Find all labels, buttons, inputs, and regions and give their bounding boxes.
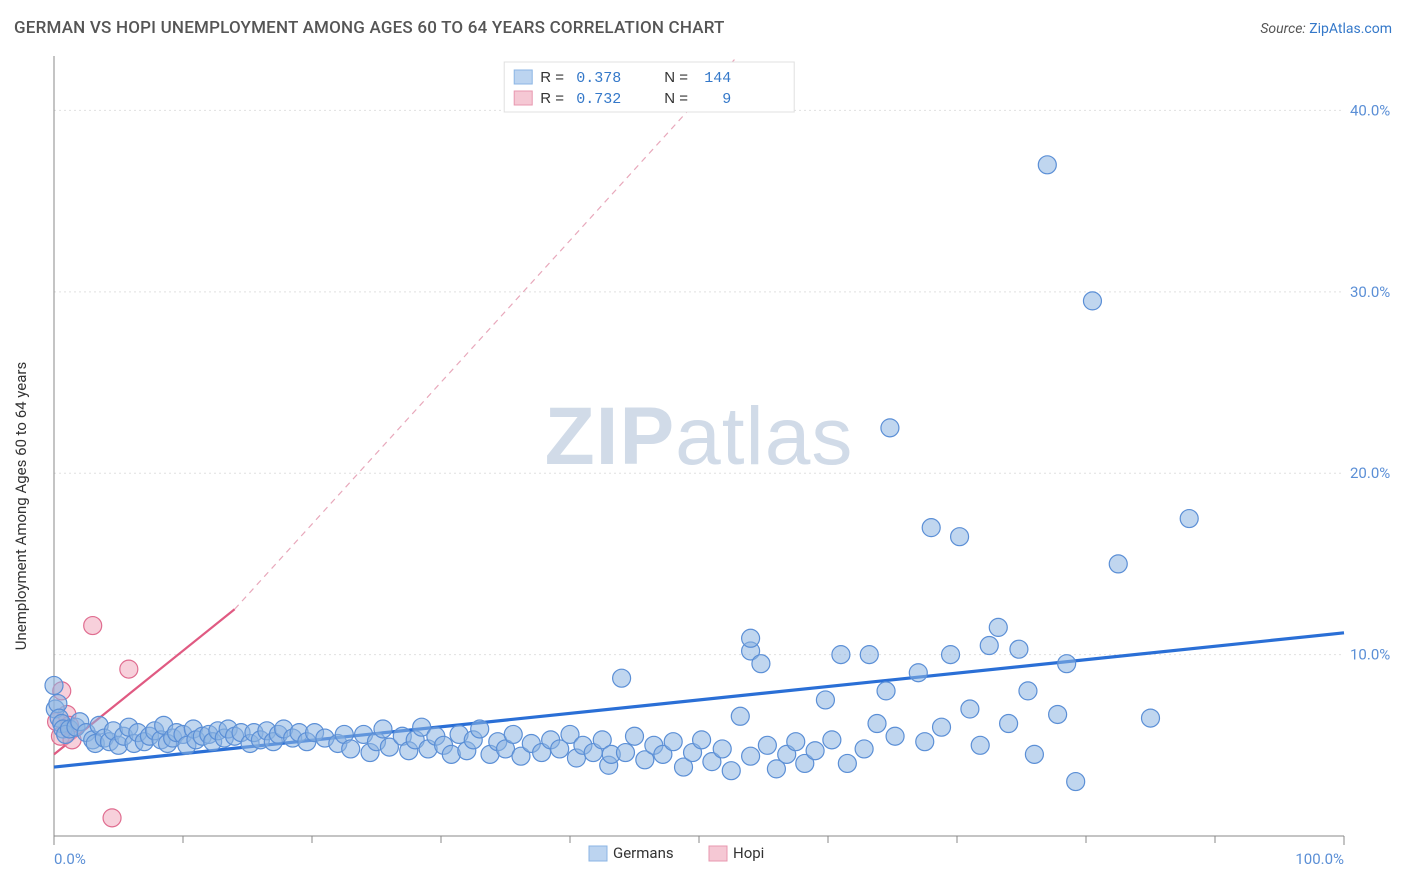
svg-text:0.0%: 0.0% bbox=[54, 850, 86, 868]
svg-text:Hopi: Hopi bbox=[733, 844, 764, 862]
svg-text:144: 144 bbox=[704, 70, 731, 87]
svg-text:N =: N = bbox=[664, 69, 688, 86]
svg-text:0.378: 0.378 bbox=[576, 70, 621, 87]
svg-text:30.0%: 30.0% bbox=[1350, 283, 1390, 301]
source-line: Source: ZipAtlas.com bbox=[1260, 21, 1392, 37]
svg-text:10.0%: 10.0% bbox=[1350, 646, 1390, 664]
svg-text:R =: R = bbox=[540, 69, 564, 86]
svg-text:N =: N = bbox=[664, 90, 688, 107]
svg-text:100.0%: 100.0% bbox=[1295, 850, 1344, 868]
svg-text:R =: R = bbox=[540, 90, 564, 107]
chart-title: GERMAN VS HOPI UNEMPLOYMENT AMONG AGES 6… bbox=[14, 18, 725, 38]
svg-text:9: 9 bbox=[722, 91, 731, 108]
source-link[interactable]: ZipAtlas.com bbox=[1309, 21, 1392, 37]
svg-text:40.0%: 40.0% bbox=[1350, 101, 1390, 119]
svg-text:Germans: Germans bbox=[613, 844, 674, 862]
svg-text:ZIPatlas: ZIPatlas bbox=[545, 391, 854, 482]
scatter-chart-svg: 10.0% 20.0% 30.0% 40.0% ZIPatlas 0.0% 100.0% Un… bbox=[0, 50, 1406, 892]
svg-text:0.732: 0.732 bbox=[576, 91, 621, 108]
chart-header: GERMAN VS HOPI UNEMPLOYMENT AMONG AGES 6… bbox=[14, 18, 1392, 38]
svg-text:Unemployment Among Ages 60 to: Unemployment Among Ages 60 to 64 years bbox=[12, 362, 30, 650]
source-label: Source: bbox=[1260, 21, 1309, 37]
svg-text:20.0%: 20.0% bbox=[1350, 464, 1390, 482]
chart-area: 10.0% 20.0% 30.0% 40.0% ZIPatlas 0.0% 100.0% Un… bbox=[0, 50, 1406, 892]
